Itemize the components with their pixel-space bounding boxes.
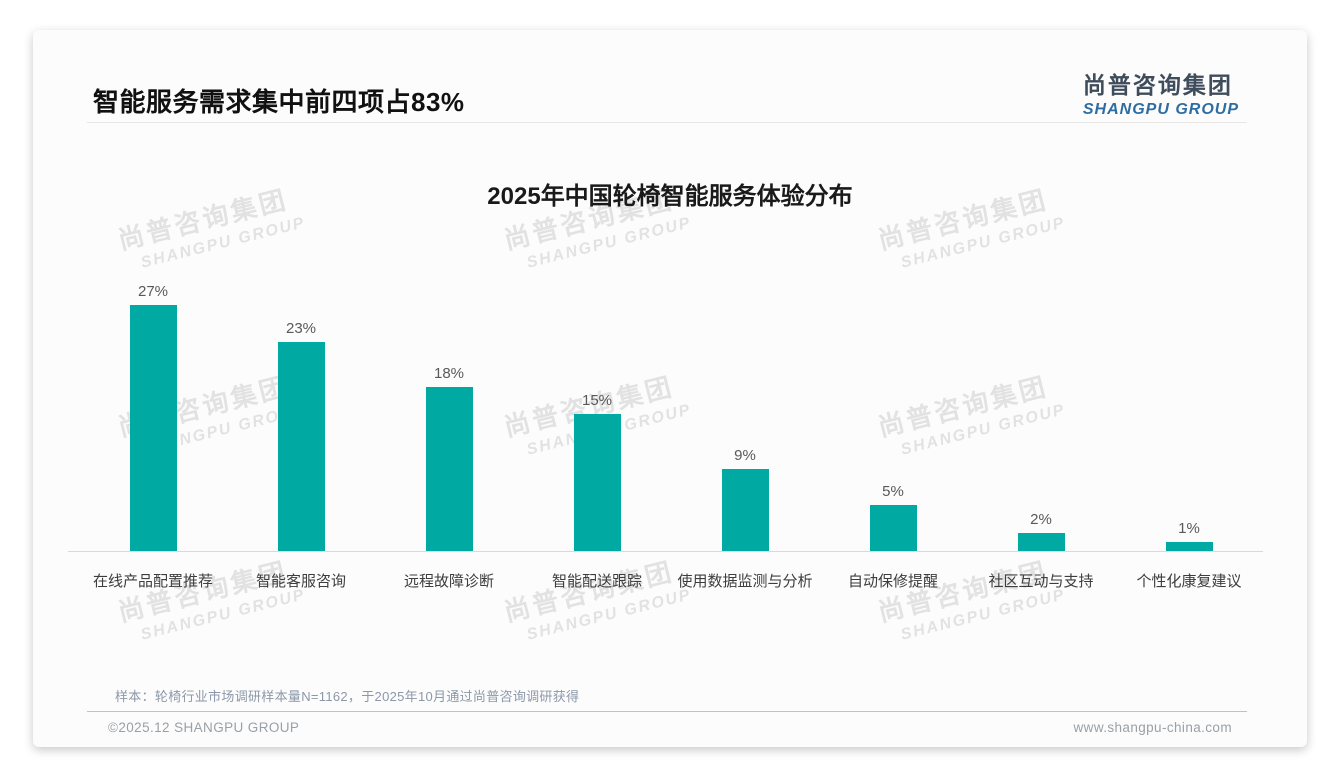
x-axis-labels: 在线产品配置推荐 智能客服咨询 远程故障诊断 智能配送跟踪 使用数据监测与分析 自动保修提… [79,570,1263,591]
x-axis-label: 在线产品配置推荐 [92,573,213,590]
bar-value-label: 23% [285,320,317,337]
bar-column: 27% [79,283,227,551]
bar [721,469,769,551]
bar-value-label: 5% [882,483,904,500]
bar-value-label: 1% [1178,520,1200,537]
bar-value-label: 18% [433,365,465,382]
bar-column: 18% [375,365,523,551]
x-axis-label: 使用数据监测与分析 [677,573,813,590]
slide-card: 尚普咨询集团 SHANGPU GROUP 尚普咨询集团 SHANGPU GROUP 尚普… [33,30,1307,747]
x-axis-line [68,551,1263,552]
bar [277,342,325,551]
watermark-en: SHANGPU GROUP [525,586,694,644]
bar-value-label: 27% [137,283,169,300]
footer-row: ©2025.12 SHANGPU GROUP www.shangpu-china… [108,720,1232,735]
bar-column: 23% [227,320,375,551]
watermark-en: SHANGPU GROUP [899,586,1068,644]
x-axis-label: 社区互动与支持 [988,573,1094,590]
bar [129,305,177,551]
bar-column: 2% [967,511,1115,551]
copyright-text: ©2025.12 SHANGPU GROUP [108,720,300,735]
bar-column: 9% [671,447,819,551]
x-axis-label: 智能配送跟踪 [551,573,642,590]
bar-value-label: 15% [581,392,613,409]
x-axis-label: 自动保修提醒 [847,573,938,590]
x-axis-label: 个性化康复建议 [1136,573,1242,590]
bar [573,414,621,551]
bar-value-label: 2% [1030,511,1052,528]
x-axis-label: 远程故障诊断 [403,573,494,590]
watermark-en: SHANGPU GROUP [139,586,308,644]
sample-note: 样本：轮椅行业市场调研样本量N=1162，于2025年10月通过尚普咨询调研获得 [115,689,580,704]
brand-logo-en: SHANGPU GROUP [1082,101,1239,118]
plot-area: 27% 23% 18% 15% 9% 5% 2% 1% [79,260,1263,551]
page-title: 智能服务需求集中前四项占83% [93,87,465,117]
bar-column: 5% [819,483,967,551]
chart-title: 2025年中国轮椅智能服务体验分布 [487,183,853,210]
website-text: www.shangpu-china.com [1073,720,1232,735]
bar [1017,533,1065,551]
title-divider [87,122,1247,123]
brand-logo: 尚普咨询集团 SHANGPU GROUP [1083,66,1239,119]
bar [1165,542,1213,551]
bar [869,505,917,551]
x-axis-label: 智能客服咨询 [255,573,346,590]
bar-column: 1% [1115,520,1263,551]
bar-value-label: 9% [734,447,756,464]
footer-divider [87,711,1247,712]
brand-logo-cn: 尚普咨询集团 [1082,72,1233,98]
bar-column: 15% [523,392,671,551]
bar [425,387,473,551]
